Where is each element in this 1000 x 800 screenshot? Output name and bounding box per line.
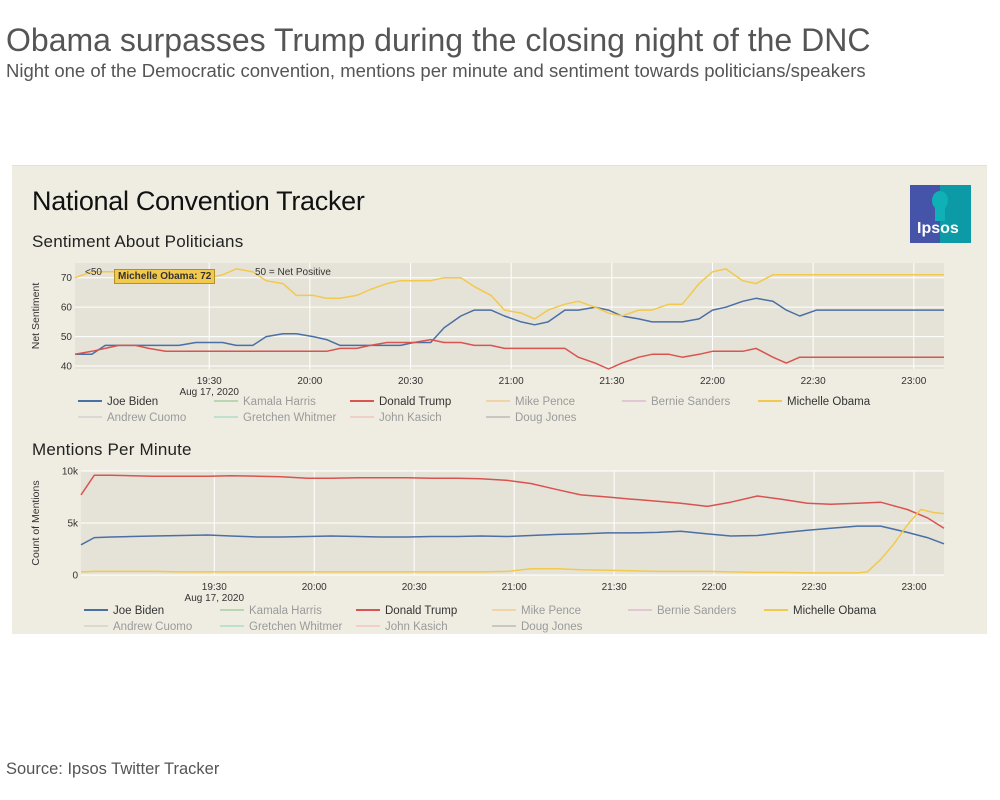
legend-label-michelle-obama: Michelle Obama — [793, 605, 877, 617]
legend-label-kamala-harris: Kamala Harris — [249, 605, 322, 617]
y-tick-label: 70 — [61, 273, 73, 284]
source-note: Source: Ipsos Twitter Tracker — [6, 760, 220, 778]
legend-label-joe-biden: Joe Biden — [113, 605, 164, 617]
headline: Obama surpasses Trump during the closing… — [6, 22, 871, 58]
legend-label-bernie-sanders: Bernie Sanders — [657, 605, 737, 617]
logo-head-icon — [932, 191, 948, 210]
ipsos-logo: Ipsos — [910, 185, 971, 243]
logo-neck-icon — [935, 207, 945, 221]
x-tick-label: 19:30 — [197, 376, 222, 387]
y-tick-label: 5k — [67, 519, 79, 530]
legend-label-joe-biden: Joe Biden — [107, 396, 158, 408]
tracker-title: National Convention Tracker — [32, 186, 365, 216]
legend-label-michelle-obama: Michelle Obama — [787, 396, 871, 408]
logo-wordmark: Ipsos — [917, 220, 959, 237]
series-line-michelle-obama — [74, 268, 944, 320]
x-tick-label: 22:00 — [702, 582, 727, 593]
subheadline: Night one of the Democratic convention, … — [6, 60, 866, 81]
y-tick-label: 0 — [72, 571, 78, 582]
sentiment-section-title: Sentiment About Politicians — [32, 232, 244, 251]
legend-label-andrew-cuomo: Andrew Cuomo — [107, 412, 186, 424]
x-tick-label: 22:30 — [802, 582, 827, 593]
x-tick-label: 20:00 — [297, 376, 322, 387]
series-line-donald-trump — [80, 474, 945, 529]
series-line-donald-trump — [74, 338, 944, 370]
x-tick-label: 21:30 — [599, 376, 624, 387]
legend-label-donald-trump: Donald Trump — [379, 396, 451, 408]
x-tick-label: 20:30 — [402, 582, 427, 593]
legend-label-gretchen-whitmer: Gretchen Whitmer — [249, 621, 342, 633]
x-date-label: Aug 17, 2020 — [179, 387, 239, 398]
legend-label-doug-jones: Doug Jones — [521, 621, 583, 633]
legend-label-donald-trump: Donald Trump — [385, 605, 457, 617]
legend-label-bernie-sanders: Bernie Sanders — [651, 396, 731, 408]
x-tick-label: 20:30 — [398, 376, 423, 387]
x-tick-label: 22:30 — [801, 376, 826, 387]
y-axis-title: Count of Mentions — [30, 480, 42, 565]
x-tick-label: 20:00 — [302, 582, 327, 593]
x-date-label: Aug 17, 2020 — [185, 593, 245, 604]
y-tick-label: 40 — [61, 362, 73, 373]
legend-label-andrew-cuomo: Andrew Cuomo — [113, 621, 192, 633]
x-tick-label: 23:00 — [901, 376, 926, 387]
mentions-section-title: Mentions Per Minute — [32, 440, 192, 459]
x-tick-label: 23:00 — [901, 582, 926, 593]
x-tick-label: 19:30 — [202, 582, 227, 593]
series-line-joe-biden — [80, 525, 945, 546]
y-axis-title: Net Sentiment — [30, 283, 42, 350]
series-line-joe-biden — [75, 297, 944, 356]
sentiment-chart[interactable]: 40 50 60 70 19:30 20:00 20:30 21:00 21:30 22:00 22… — [12, 256, 987, 521]
series-line-michelle-obama — [80, 508, 945, 574]
x-tick-label: 21:30 — [602, 582, 627, 593]
hover-tooltip: Michelle Obama: 72 — [114, 269, 216, 284]
legend-label-john-kasich: John Kasich — [385, 621, 448, 633]
mentions-chart[interactable]: 0 5k 10k 19:30 20:00 20:30 21:00 21:30 22:00 22:3… — [12, 464, 987, 634]
x-tick-label: 21:00 — [502, 582, 527, 593]
legend-label-mike-pence: Mike Pence — [515, 396, 575, 408]
legend-label-john-kasich: John Kasich — [379, 412, 442, 424]
y-tick-label: 10k — [62, 467, 79, 478]
y-tick-label: 50 — [61, 332, 73, 343]
x-tick-label: 21:00 — [499, 376, 524, 387]
legend-label-gretchen-whitmer: Gretchen Whitmer — [243, 412, 336, 424]
tracker-panel: National Convention Tracker Ipsos Sentim… — [12, 165, 987, 634]
legend-label-kamala-harris: Kamala Harris — [243, 396, 316, 408]
annotation-right: 50 = Net Positive — [255, 267, 331, 278]
legend-label-mike-pence: Mike Pence — [521, 605, 581, 617]
legend-label-doug-jones: Doug Jones — [515, 412, 577, 424]
x-tick-label: 22:00 — [700, 376, 725, 387]
annotation-left: <50 — [85, 267, 102, 278]
y-tick-label: 60 — [61, 303, 73, 314]
